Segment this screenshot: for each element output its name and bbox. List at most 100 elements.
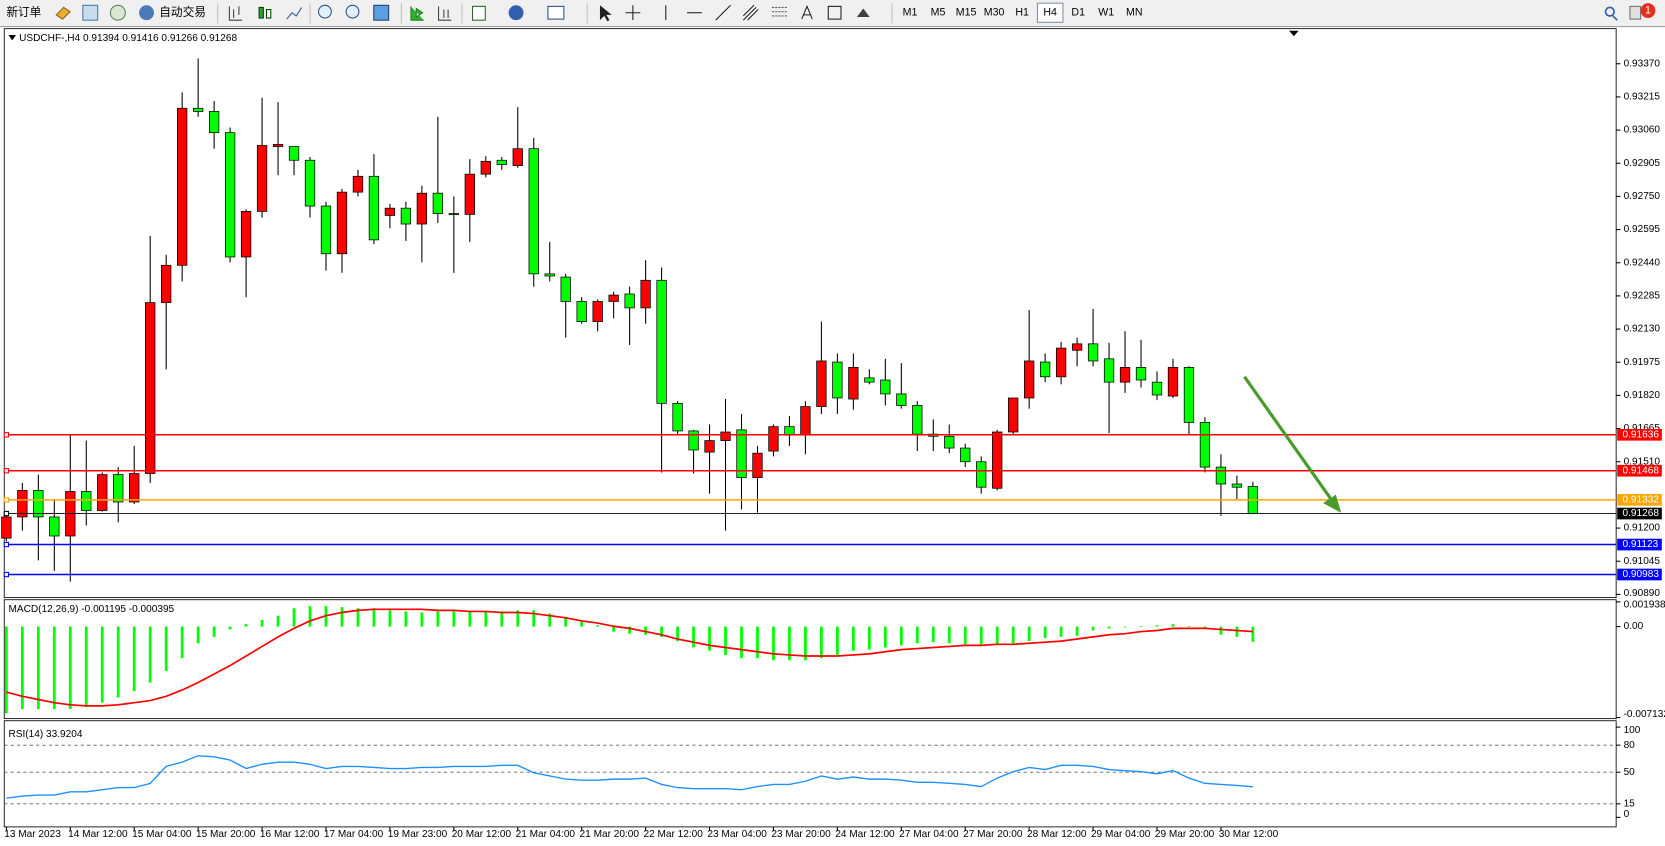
candle-body bbox=[1071, 343, 1083, 351]
timeframe-button[interactable]: H1 bbox=[1015, 7, 1029, 19]
messages-icon[interactable] bbox=[1629, 5, 1642, 20]
candle-body bbox=[161, 264, 172, 303]
candle-body bbox=[976, 461, 987, 488]
y-tick-label: 0.91665 bbox=[1624, 423, 1661, 434]
label-icon[interactable] bbox=[827, 5, 842, 20]
candle-body bbox=[256, 145, 268, 212]
templates-icon[interactable] bbox=[547, 5, 565, 20]
zoom-in-icon[interactable] bbox=[318, 4, 332, 19]
macd-bar bbox=[532, 610, 536, 627]
x-tick-label: 22 Mar 12:00 bbox=[643, 829, 703, 840]
candle-body bbox=[224, 132, 236, 258]
macd-bar bbox=[1059, 626, 1063, 637]
macd-bar bbox=[628, 626, 632, 634]
timeframe-button[interactable]: D1 bbox=[1071, 7, 1085, 19]
candle-body bbox=[784, 426, 795, 436]
macd-bar bbox=[148, 626, 152, 683]
icon[interactable] bbox=[82, 4, 99, 21]
auto-trading-button[interactable]: 自动交易 bbox=[159, 5, 206, 19]
arrows-icon[interactable] bbox=[856, 8, 870, 17]
candle-body bbox=[752, 452, 763, 478]
macd-bar bbox=[1011, 626, 1015, 644]
shift-icon[interactable] bbox=[438, 6, 452, 21]
macd-bar bbox=[851, 626, 855, 651]
icon[interactable] bbox=[55, 6, 71, 20]
candle-body bbox=[848, 367, 859, 400]
search-icon[interactable] bbox=[1604, 6, 1618, 21]
level-anchor bbox=[3, 497, 10, 503]
timeframe-button[interactable]: W1 bbox=[1098, 7, 1114, 19]
timeframe-button[interactable]: M15 bbox=[956, 7, 977, 19]
zoom-out-icon[interactable] bbox=[345, 4, 360, 19]
candle-body bbox=[368, 175, 380, 241]
candle-body bbox=[992, 431, 1003, 489]
macd-panel bbox=[3, 599, 1617, 720]
macd-bar bbox=[132, 626, 136, 692]
candle-body bbox=[81, 491, 92, 511]
macd-bar bbox=[4, 626, 8, 714]
candle-body bbox=[512, 148, 523, 166]
macd-bar bbox=[1219, 626, 1223, 635]
macd-bar bbox=[20, 626, 24, 710]
text-icon[interactable] bbox=[801, 4, 813, 20]
bar-chart-icon[interactable] bbox=[228, 6, 243, 21]
auto-trading-icon[interactable] bbox=[139, 5, 154, 21]
candle-body bbox=[208, 111, 220, 134]
candle-body bbox=[448, 213, 459, 215]
y-tick-label: 0.92130 bbox=[1624, 324, 1661, 335]
notification-badge[interactable] bbox=[1640, 3, 1656, 19]
macd-bar bbox=[915, 626, 919, 644]
candle-body bbox=[1119, 367, 1131, 383]
x-tick-label: 16 Mar 12:00 bbox=[260, 829, 320, 840]
level-anchor bbox=[3, 432, 10, 438]
x-tick-label: 27 Mar 20:00 bbox=[963, 829, 1023, 840]
level-label-bg bbox=[1617, 538, 1662, 551]
candle-icon[interactable] bbox=[265, 9, 272, 19]
candle-body bbox=[832, 361, 843, 399]
macd-bar bbox=[260, 619, 264, 627]
y-tick-label: 0.91200 bbox=[1624, 523, 1661, 534]
main-panel bbox=[3, 28, 1617, 599]
timeframe-button[interactable]: M5 bbox=[931, 7, 946, 19]
macd-bar bbox=[1203, 626, 1207, 629]
rsi-panel bbox=[3, 720, 1617, 828]
periods-icon[interactable] bbox=[508, 5, 524, 21]
macd-bar bbox=[356, 608, 360, 627]
macd-bar bbox=[724, 626, 727, 655]
indicators-icon[interactable] bbox=[471, 5, 486, 21]
timeframe-button[interactable]: M30 bbox=[984, 7, 1005, 19]
candles bbox=[1, 58, 1259, 582]
y-tick-label: 0 bbox=[1624, 809, 1630, 820]
trendline-icon[interactable] bbox=[715, 4, 731, 21]
y-tick-label: 0.93215 bbox=[1624, 92, 1661, 103]
new-order-button[interactable]: 新订单 bbox=[6, 5, 41, 19]
plot-area bbox=[3, 28, 1617, 828]
candle-body bbox=[688, 430, 699, 451]
timeframe-button[interactable]: M1 bbox=[903, 7, 918, 19]
candle-body bbox=[1024, 360, 1035, 399]
timeframe-button[interactable]: H4 bbox=[1043, 7, 1057, 19]
macd-bar bbox=[1139, 626, 1143, 627]
candle-body bbox=[576, 301, 587, 322]
crosshair-icon[interactable] bbox=[625, 5, 641, 21]
autoscroll-icon[interactable] bbox=[410, 6, 424, 21]
x-tick-label: 15 Mar 20:00 bbox=[196, 829, 256, 840]
candle-body bbox=[880, 379, 891, 395]
tile-icon[interactable] bbox=[373, 4, 390, 21]
candle-body bbox=[400, 207, 412, 225]
channel-icon[interactable] bbox=[742, 4, 759, 21]
annotation-arrowhead bbox=[1323, 494, 1342, 513]
x-tick-label: 27 Mar 04:00 bbox=[899, 829, 959, 840]
timeframe-button[interactable]: MN bbox=[1126, 7, 1143, 19]
cursor-icon[interactable] bbox=[599, 5, 612, 22]
macd-bar bbox=[388, 610, 392, 627]
candle-icon[interactable] bbox=[258, 6, 264, 19]
y-tick-label: 0.92905 bbox=[1624, 158, 1661, 169]
y-tick-label: 0.92285 bbox=[1624, 291, 1661, 302]
line-chart-icon[interactable] bbox=[286, 7, 303, 20]
level-label: 0.91636 bbox=[1623, 429, 1660, 440]
macd-bar bbox=[52, 626, 56, 710]
icon[interactable] bbox=[109, 4, 126, 21]
fibo-icon[interactable] bbox=[771, 6, 787, 17]
